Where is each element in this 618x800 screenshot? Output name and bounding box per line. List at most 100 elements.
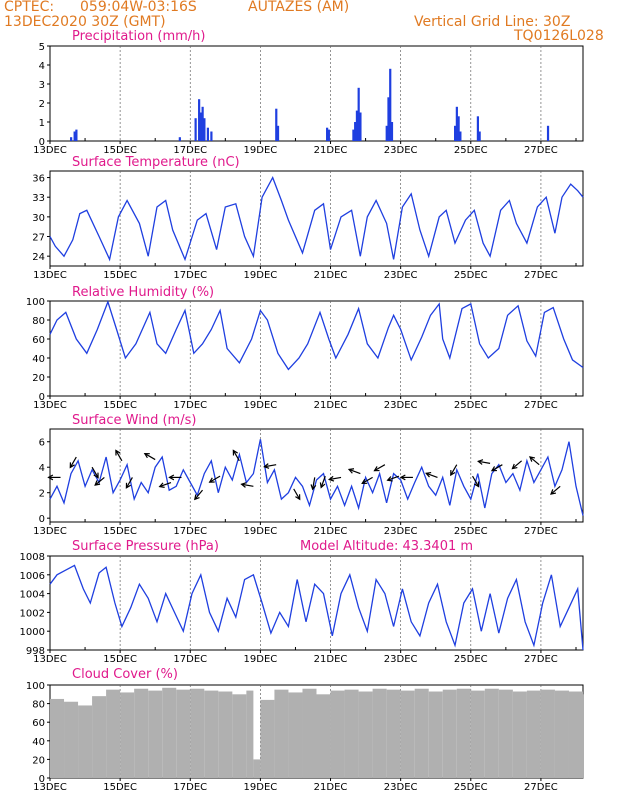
cloud-title: Cloud Cover (%): [72, 667, 178, 682]
wind-line: [49, 439, 584, 516]
wind-arrow-head: [115, 449, 121, 456]
wind-arrow: [144, 453, 156, 461]
wind-arrow: [115, 450, 123, 462]
precip-bar: [455, 106, 458, 141]
precip-bar: [352, 129, 355, 141]
temperature-line: [49, 176, 584, 262]
wind-arrow-head: [327, 475, 335, 482]
wind-arrow-head: [208, 477, 215, 483]
cloud-bar: [526, 690, 541, 778]
temperature-x-tick-label: 17DEC: [173, 270, 207, 281]
wind-arrow: [69, 456, 77, 468]
temperature-y-tick-label: 33: [32, 193, 45, 204]
wind-arrow-head: [386, 476, 393, 482]
precip-bar: [476, 116, 480, 141]
precipitation-x-tick-label: 21DEC: [314, 145, 348, 156]
precipitation-x-tick-label: 25DEC: [454, 145, 488, 156]
precipitation-y-tick-label: 0: [39, 137, 45, 148]
pressure-line: [49, 564, 584, 651]
wind-x-tick-label: 17DEC: [173, 526, 207, 537]
cloud-bar: [498, 689, 513, 778]
wind-arrow-head: [450, 470, 456, 477]
wind-x-tick-label: 23DEC: [384, 526, 418, 537]
wind-y-tick-label: 4: [39, 463, 45, 474]
precip-bar: [457, 116, 460, 141]
wind-arrow-head: [319, 482, 326, 489]
wind-y-tick-label: 0: [39, 514, 45, 525]
start-date-label: 13DEC2020 30Z (GMT): [4, 14, 166, 30]
temperature-title: Surface Temperature (nC): [72, 155, 240, 170]
wind-arrow-head: [477, 459, 484, 465]
precip-bar: [275, 108, 278, 141]
temperature-x-tick-label: 23DEC: [384, 270, 418, 281]
wind-arrow: [209, 475, 221, 483]
temperature-y-tick-label: 30: [32, 213, 45, 224]
cloud-x-tick-label: 23DEC: [384, 782, 418, 793]
wind-arrow-head: [347, 468, 355, 474]
wind-arrow-head: [550, 489, 557, 495]
wind-arrow: [232, 450, 240, 462]
wind-arrow: [374, 464, 386, 472]
precip-bar: [210, 131, 213, 141]
cloud-bar: [218, 691, 233, 778]
wind-x-tick-label: 13DEC: [33, 526, 67, 537]
precip-bar: [355, 110, 359, 141]
cloud-x-tick-label: 21DEC: [314, 782, 348, 793]
wind-arrow-head: [529, 456, 535, 462]
temperature-x-tick-label: 19DEC: [244, 270, 278, 281]
wind-arrow-head: [47, 474, 54, 481]
cloud-y-tick-label: 0: [39, 774, 45, 785]
wind-arrow: [450, 464, 458, 476]
wind-arrow: [361, 476, 373, 484]
precip-bar: [387, 97, 390, 141]
cloud-y-tick-label: 100: [26, 681, 45, 692]
humidity-frame: [49, 300, 584, 397]
wind-arrow: [348, 468, 361, 475]
cloud-bar: [400, 690, 415, 778]
wind-arrow-head: [240, 482, 247, 488]
humidity-x-tick-label: 27DEC: [524, 400, 558, 411]
wind-arrow-head: [168, 474, 175, 481]
precip-bar: [199, 112, 202, 141]
wind-arrow: [320, 475, 326, 488]
precipitation-y-tick-label: 1: [39, 118, 45, 129]
wind-arrow: [241, 483, 254, 487]
pressure-x-tick-label: 13DEC: [33, 654, 67, 665]
pressure-y-tick-label: 1008: [20, 552, 45, 563]
grid-line-label: Vertical Grid Line: 30Z: [414, 14, 571, 30]
humidity-y-tick-label: 0: [39, 392, 45, 403]
cloud-x-tick-label: 19DEC: [244, 782, 278, 793]
cloud-bar: [456, 688, 471, 778]
humidity-x-tick-label: 21DEC: [314, 400, 348, 411]
wind-arrow: [94, 476, 105, 486]
wind-arrow-head: [93, 472, 99, 479]
precipitation-y-tick-label: 2: [39, 99, 45, 110]
temperature-frame: [49, 170, 584, 267]
wind-arrow-head: [194, 494, 200, 501]
humidity-y-tick-label: 80: [32, 316, 45, 327]
cloud-bar: [470, 690, 485, 778]
cloud-bar: [78, 705, 93, 778]
pressure-y-tick-label: 1002: [20, 608, 45, 619]
cloud-bar: [162, 687, 177, 778]
pressure-x-tick-label: 17DEC: [173, 654, 207, 665]
humidity-x-tick-label: 15DEC: [103, 400, 137, 411]
wind-arrow: [425, 472, 438, 478]
cloud-bar: [302, 688, 317, 778]
wind-arrow-head: [361, 478, 368, 485]
wind-arrow-head: [310, 484, 317, 491]
source-label: CPTEC:: [4, 0, 55, 15]
precip-bar: [327, 129, 330, 141]
cloud-y-tick-label: 60: [32, 718, 45, 729]
wind-arrow: [387, 475, 400, 481]
cloud-bar: [288, 692, 303, 778]
wind-arrow: [194, 489, 203, 500]
cloud-bar: [134, 688, 149, 778]
wind-arrow: [472, 475, 480, 487]
precip-bar: [385, 125, 388, 141]
pressure-y-tick-label: 1004: [20, 590, 45, 601]
humidity-y-tick-label: 40: [32, 354, 45, 365]
wind-arrow: [125, 477, 133, 489]
precipitation-x-tick-label: 19DEC: [244, 145, 278, 156]
